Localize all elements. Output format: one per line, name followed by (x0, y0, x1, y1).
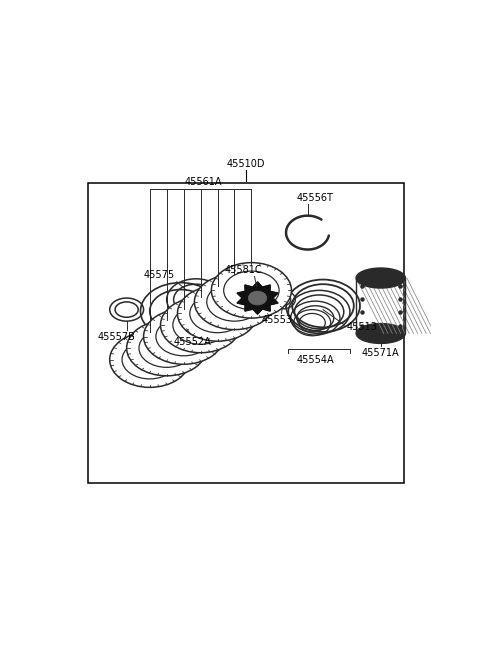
Ellipse shape (356, 324, 406, 343)
Ellipse shape (178, 286, 258, 341)
Text: 45556T: 45556T (297, 193, 334, 202)
Ellipse shape (356, 268, 406, 288)
Text: 45581C: 45581C (225, 265, 263, 275)
Text: 45575: 45575 (144, 271, 175, 280)
Text: 45571A: 45571A (362, 348, 399, 358)
Bar (356, 278, 406, 333)
Bar (88, 183, 404, 483)
Text: 45554A: 45554A (297, 355, 334, 365)
Text: 45561A: 45561A (185, 177, 222, 187)
Ellipse shape (248, 291, 267, 305)
Text: 45552A: 45552A (173, 337, 211, 346)
Ellipse shape (127, 320, 207, 376)
Ellipse shape (160, 297, 240, 353)
Ellipse shape (211, 263, 291, 318)
Ellipse shape (110, 332, 190, 387)
Text: 45553: 45553 (261, 315, 292, 325)
Ellipse shape (144, 309, 224, 364)
Text: 45557B: 45557B (98, 332, 135, 342)
Text: 45513: 45513 (346, 322, 377, 331)
Ellipse shape (194, 274, 275, 329)
Text: 45510D: 45510D (227, 159, 265, 169)
Polygon shape (237, 282, 278, 314)
